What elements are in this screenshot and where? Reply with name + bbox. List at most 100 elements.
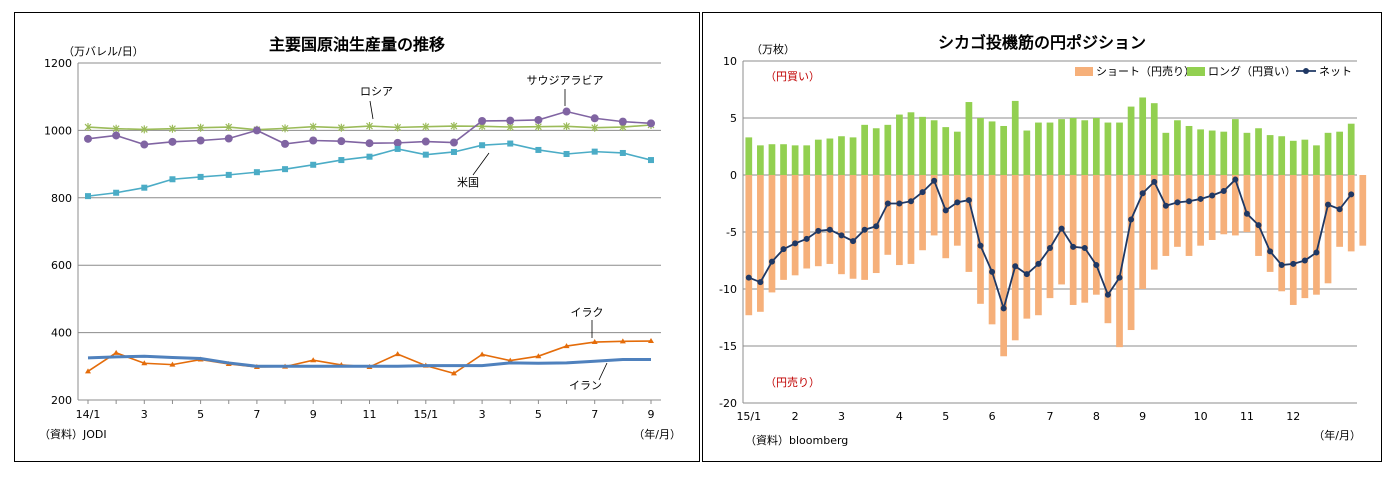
data-point (506, 116, 515, 125)
net-point (907, 198, 914, 205)
short-bar (1313, 175, 1320, 295)
data-point (422, 122, 430, 131)
short-bar (1289, 175, 1297, 305)
source-label: （資料）bloomberg (745, 433, 848, 447)
data-point (141, 184, 148, 191)
short-bar (1359, 175, 1367, 246)
long-bar (1336, 131, 1343, 175)
short-bar (1069, 175, 1077, 305)
data-point (394, 123, 402, 132)
x-tick-label: 4 (896, 410, 903, 423)
net-point (1278, 262, 1285, 269)
net-point (792, 240, 799, 247)
x-tick-label: 14/1 (76, 408, 101, 421)
data-point (366, 122, 373, 131)
short-bar (1174, 175, 1181, 247)
data-point (224, 134, 233, 143)
x-axis-unit-label: （年/月） (1313, 428, 1361, 442)
long-bar (1081, 120, 1089, 175)
data-point (366, 153, 373, 160)
data-point (394, 145, 401, 152)
net-point (1301, 257, 1308, 264)
data-point (450, 122, 458, 131)
long-bar (1313, 145, 1320, 175)
long-bar (1289, 140, 1297, 175)
short-bar (977, 175, 984, 304)
long-bar (1197, 129, 1204, 175)
x-tick-label: 12 (1286, 410, 1300, 423)
data-point (225, 123, 233, 132)
long-bar (953, 131, 961, 175)
short-bar (1347, 175, 1355, 252)
annotation-label: （円売り） (765, 376, 820, 389)
x-tick-label: 9 (310, 408, 317, 421)
short-bar (884, 175, 892, 255)
x-tick-label: 9 (648, 408, 655, 421)
long-bar (942, 127, 950, 175)
data-point (563, 343, 570, 349)
long-bar (896, 114, 903, 175)
data-point (450, 148, 457, 155)
y-tick-label: 400 (51, 327, 72, 340)
short-bar (814, 175, 822, 267)
data-point (310, 161, 317, 168)
data-point (393, 138, 402, 147)
short-bar (791, 175, 799, 276)
y-tick-label: 10 (723, 55, 737, 68)
x-tick-label: 15/1 (413, 408, 438, 421)
net-point (838, 232, 845, 239)
data-point (647, 119, 655, 128)
data-point (85, 368, 91, 374)
net-point (884, 200, 891, 207)
net-point (1255, 222, 1262, 229)
annotation-label: ロシア (360, 85, 393, 98)
data-point (252, 126, 261, 135)
short-bar (1278, 175, 1286, 292)
data-point (225, 171, 232, 178)
data-point (591, 123, 599, 132)
data-point (168, 137, 177, 146)
net-point (757, 279, 764, 286)
net-point (780, 246, 787, 253)
long-bar (1116, 122, 1123, 175)
long-bar (919, 116, 926, 175)
annotation-label: （円買い） (765, 70, 820, 83)
net-point (1128, 216, 1135, 223)
short-bar (1104, 175, 1112, 324)
net-point (896, 200, 903, 207)
net-point (873, 223, 880, 230)
data-point (309, 122, 317, 131)
y-tick-label: 0 (730, 169, 737, 182)
short-bar (757, 175, 764, 312)
long-bar (884, 124, 892, 175)
x-tick-label: 10 (1194, 410, 1208, 423)
net-point (965, 197, 972, 204)
net-point (1023, 271, 1030, 278)
data-point (648, 157, 654, 164)
short-bar (965, 175, 973, 272)
short-bar (838, 175, 845, 275)
net-point (919, 189, 926, 196)
net-point (1186, 198, 1193, 205)
data-point (507, 357, 514, 363)
short-bar (1220, 175, 1228, 235)
net-point (942, 207, 949, 214)
x-tick-label: 9 (1139, 410, 1146, 423)
long-bar (1058, 119, 1065, 175)
data-point (196, 136, 205, 145)
net-point (1093, 262, 1100, 269)
short-bar (1162, 175, 1170, 256)
long-bar (977, 118, 984, 175)
short-bar (1000, 175, 1008, 357)
data-point (281, 139, 290, 148)
data-point (591, 339, 598, 345)
x-axis-unit-label: （年/月） (633, 427, 681, 441)
net-point (1162, 202, 1169, 209)
short-bar (826, 175, 834, 264)
short-bar (1046, 175, 1054, 299)
data-point (648, 338, 654, 344)
legend-label: ショート（円売り） (1096, 65, 1195, 78)
x-tick-label: 8 (1093, 410, 1100, 423)
short-bar (1023, 175, 1031, 319)
long-bar (1278, 136, 1286, 175)
